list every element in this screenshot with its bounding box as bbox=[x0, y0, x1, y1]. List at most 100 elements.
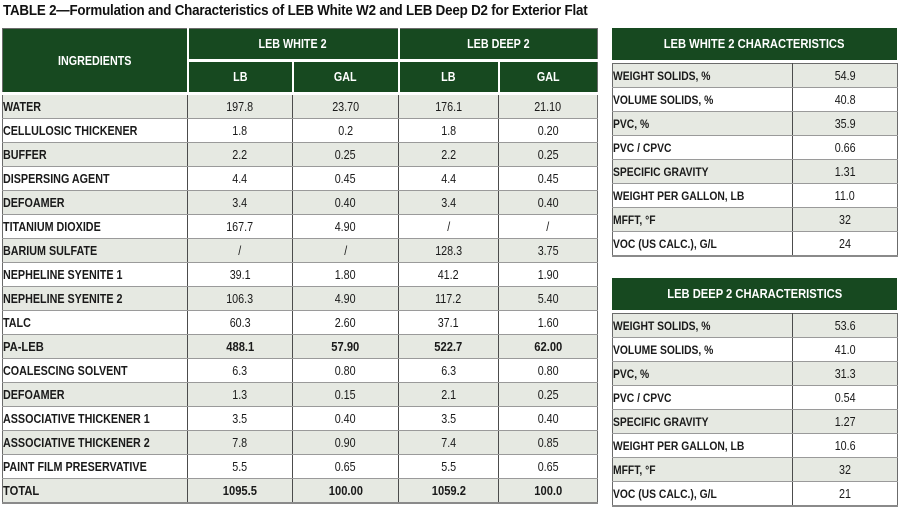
white-gal-cell: 0.80 bbox=[292, 358, 400, 383]
characteristic-value: 40.8 bbox=[834, 92, 856, 107]
ingredient-row: BUFFER 2.2 0.25 2.2 0.25 bbox=[2, 142, 598, 167]
ingredient-label: DEFOAMER bbox=[3, 387, 65, 402]
deep-gal-cell: 100.0 bbox=[498, 478, 598, 504]
ingredient-label: TOTAL bbox=[3, 483, 40, 498]
white-gal-value: / bbox=[344, 243, 348, 258]
white-gal-cell: 0.90 bbox=[292, 430, 400, 455]
characteristic-label: WEIGHT SOLIDS, % bbox=[613, 68, 711, 83]
white-gal-value: 0.40 bbox=[335, 411, 356, 426]
deep-lb-cell: 7.4 bbox=[398, 430, 500, 455]
deep-gal-cell: 0.20 bbox=[498, 118, 598, 143]
white-lb-value: 3.4 bbox=[232, 195, 248, 210]
characteristic-row: WEIGHT SOLIDS, % 54.9 bbox=[612, 63, 898, 88]
characteristic-label: WEIGHT SOLIDS, % bbox=[613, 318, 711, 333]
deep-lb-value: 4.4 bbox=[441, 171, 456, 186]
characteristic-row: MFFT, °F 32 bbox=[612, 207, 898, 232]
ingredient-cell: ASSOCIATIVE THICKENER 1 bbox=[2, 406, 188, 431]
deep-lb-cell: 176.1 bbox=[398, 93, 500, 119]
characteristic-value: 53.6 bbox=[834, 318, 856, 333]
leb-white-2-header-label: LEB WHITE 2 bbox=[258, 37, 328, 51]
white-gal-value: 2.60 bbox=[335, 315, 356, 330]
deep-gal-value: 5.40 bbox=[537, 291, 559, 306]
deep-lb-cell: 522.7 bbox=[398, 334, 500, 359]
white-lb-cell: 1.3 bbox=[187, 382, 293, 407]
deep-lb-value: 5.5 bbox=[441, 459, 456, 474]
deep-gal-value: 21.10 bbox=[534, 99, 562, 114]
white-gal-header-label: GAL bbox=[334, 70, 357, 84]
characteristic-value: 1.27 bbox=[834, 414, 856, 429]
deep-gal-cell: 5.40 bbox=[498, 286, 598, 311]
characteristic-row: PVC / CPVC 0.66 bbox=[612, 135, 898, 160]
deep-lb-header-label: LB bbox=[441, 70, 456, 84]
white-lb-value: 197.8 bbox=[226, 99, 254, 114]
deep-gal-cell: / bbox=[498, 214, 598, 239]
deep-gal-cell: 21.10 bbox=[498, 93, 598, 119]
white-gal-header-cell: GAL bbox=[292, 59, 400, 95]
deep-lb-value: 6.3 bbox=[441, 363, 456, 378]
characteristic-label-cell: WEIGHT PER GALLON, LB bbox=[612, 433, 793, 458]
ingredients-header-cell: INGREDIENTS bbox=[2, 28, 189, 95]
white-gal-cell: 0.25 bbox=[292, 142, 400, 167]
characteristic-value: 0.66 bbox=[834, 140, 856, 155]
white-lb-cell: 197.8 bbox=[187, 93, 293, 119]
white-lb-header-label: LB bbox=[232, 70, 248, 84]
ingredient-cell: ASSOCIATIVE THICKENER 2 bbox=[2, 430, 188, 455]
characteristic-label: VOLUME SOLIDS, % bbox=[613, 342, 714, 357]
white-gal-value: 0.45 bbox=[335, 171, 356, 186]
deep-lb-value: 7.4 bbox=[441, 435, 456, 450]
ingredient-label: DEFOAMER bbox=[3, 195, 65, 210]
characteristic-row: WEIGHT PER GALLON, LB 10.6 bbox=[612, 433, 898, 458]
characteristic-label: WEIGHT PER GALLON, LB bbox=[613, 438, 745, 453]
white-lb-cell: 2.2 bbox=[187, 142, 293, 167]
white-gal-value: 1.80 bbox=[335, 267, 356, 282]
deep-lb-value: 3.4 bbox=[441, 195, 456, 210]
ingredient-row: DISPERSING AGENT 4.4 0.45 4.4 0.45 bbox=[2, 166, 598, 191]
ingredient-cell: TOTAL bbox=[2, 478, 188, 504]
deep-lb-header-cell: LB bbox=[398, 59, 500, 95]
deep-characteristics-body: WEIGHT SOLIDS, % 53.6 VOLUME SOLIDS, % 4… bbox=[612, 313, 898, 507]
characteristic-label-cell: MFFT, °F bbox=[612, 457, 793, 482]
characteristic-value-cell: 40.8 bbox=[792, 87, 898, 112]
white-gal-cell: 100.00 bbox=[292, 478, 400, 504]
white-lb-value: / bbox=[238, 243, 242, 258]
deep-lb-cell: 128.3 bbox=[398, 238, 500, 263]
deep-lb-cell: 117.2 bbox=[398, 286, 500, 311]
deep-gal-cell: 3.75 bbox=[498, 238, 598, 263]
white-gal-value: 4.90 bbox=[335, 291, 356, 306]
ingredient-cell: DEFOAMER bbox=[2, 382, 188, 407]
deep-lb-cell: 3.5 bbox=[398, 406, 500, 431]
deep-gal-value: 0.20 bbox=[537, 123, 559, 138]
deep-gal-value: 0.80 bbox=[537, 363, 559, 378]
ingredient-label: PA-LEB bbox=[3, 339, 44, 354]
white-gal-cell: 57.90 bbox=[292, 334, 400, 359]
white-lb-value: 5.5 bbox=[232, 459, 248, 474]
white-lb-cell: 3.4 bbox=[187, 190, 293, 215]
characteristic-value: 32 bbox=[839, 212, 851, 227]
deep-gal-value: 3.75 bbox=[537, 243, 559, 258]
deep-gal-cell: 1.60 bbox=[498, 310, 598, 335]
ingredient-row: ASSOCIATIVE THICKENER 1 3.5 0.40 3.5 0.4… bbox=[2, 406, 598, 431]
deep-lb-value: 41.2 bbox=[438, 267, 459, 282]
ingredient-label: DISPERSING AGENT bbox=[3, 171, 110, 186]
deep-lb-value: 3.5 bbox=[441, 411, 456, 426]
ingredient-label: BARIUM SULFATE bbox=[3, 243, 98, 258]
white-gal-value: 0.90 bbox=[335, 435, 356, 450]
deep-gal-cell: 0.65 bbox=[498, 454, 598, 479]
white-gal-cell: 0.65 bbox=[292, 454, 400, 479]
ingredient-row: TOTAL 1095.5 100.00 1059.2 100.0 bbox=[2, 478, 598, 504]
ingredient-row: DEFOAMER 3.4 0.40 3.4 0.40 bbox=[2, 190, 598, 215]
characteristic-row: PVC, % 35.9 bbox=[612, 111, 898, 136]
deep-gal-header-label: GAL bbox=[536, 70, 560, 84]
deep-gal-value: 0.25 bbox=[537, 147, 559, 162]
characteristic-value-cell: 10.6 bbox=[792, 433, 898, 458]
leb-deep-2-characteristics-table: LEB DEEP 2 CHARACTERISTICS WEIGHT SOLIDS… bbox=[612, 278, 898, 507]
characteristic-label-cell: WEIGHT SOLIDS, % bbox=[612, 63, 793, 88]
white-lb-cell: 167.7 bbox=[187, 214, 293, 239]
deep-lb-cell: 2.2 bbox=[398, 142, 500, 167]
white-gal-value: 100.00 bbox=[328, 483, 363, 498]
characteristic-row: WEIGHT PER GALLON, LB 11.0 bbox=[612, 183, 898, 208]
white-lb-cell: 106.3 bbox=[187, 286, 293, 311]
deep-characteristics-header: LEB DEEP 2 CHARACTERISTICS bbox=[612, 278, 897, 310]
white-gal-cell: 0.15 bbox=[292, 382, 400, 407]
ingredient-cell: COALESCING SOLVENT bbox=[2, 358, 188, 383]
